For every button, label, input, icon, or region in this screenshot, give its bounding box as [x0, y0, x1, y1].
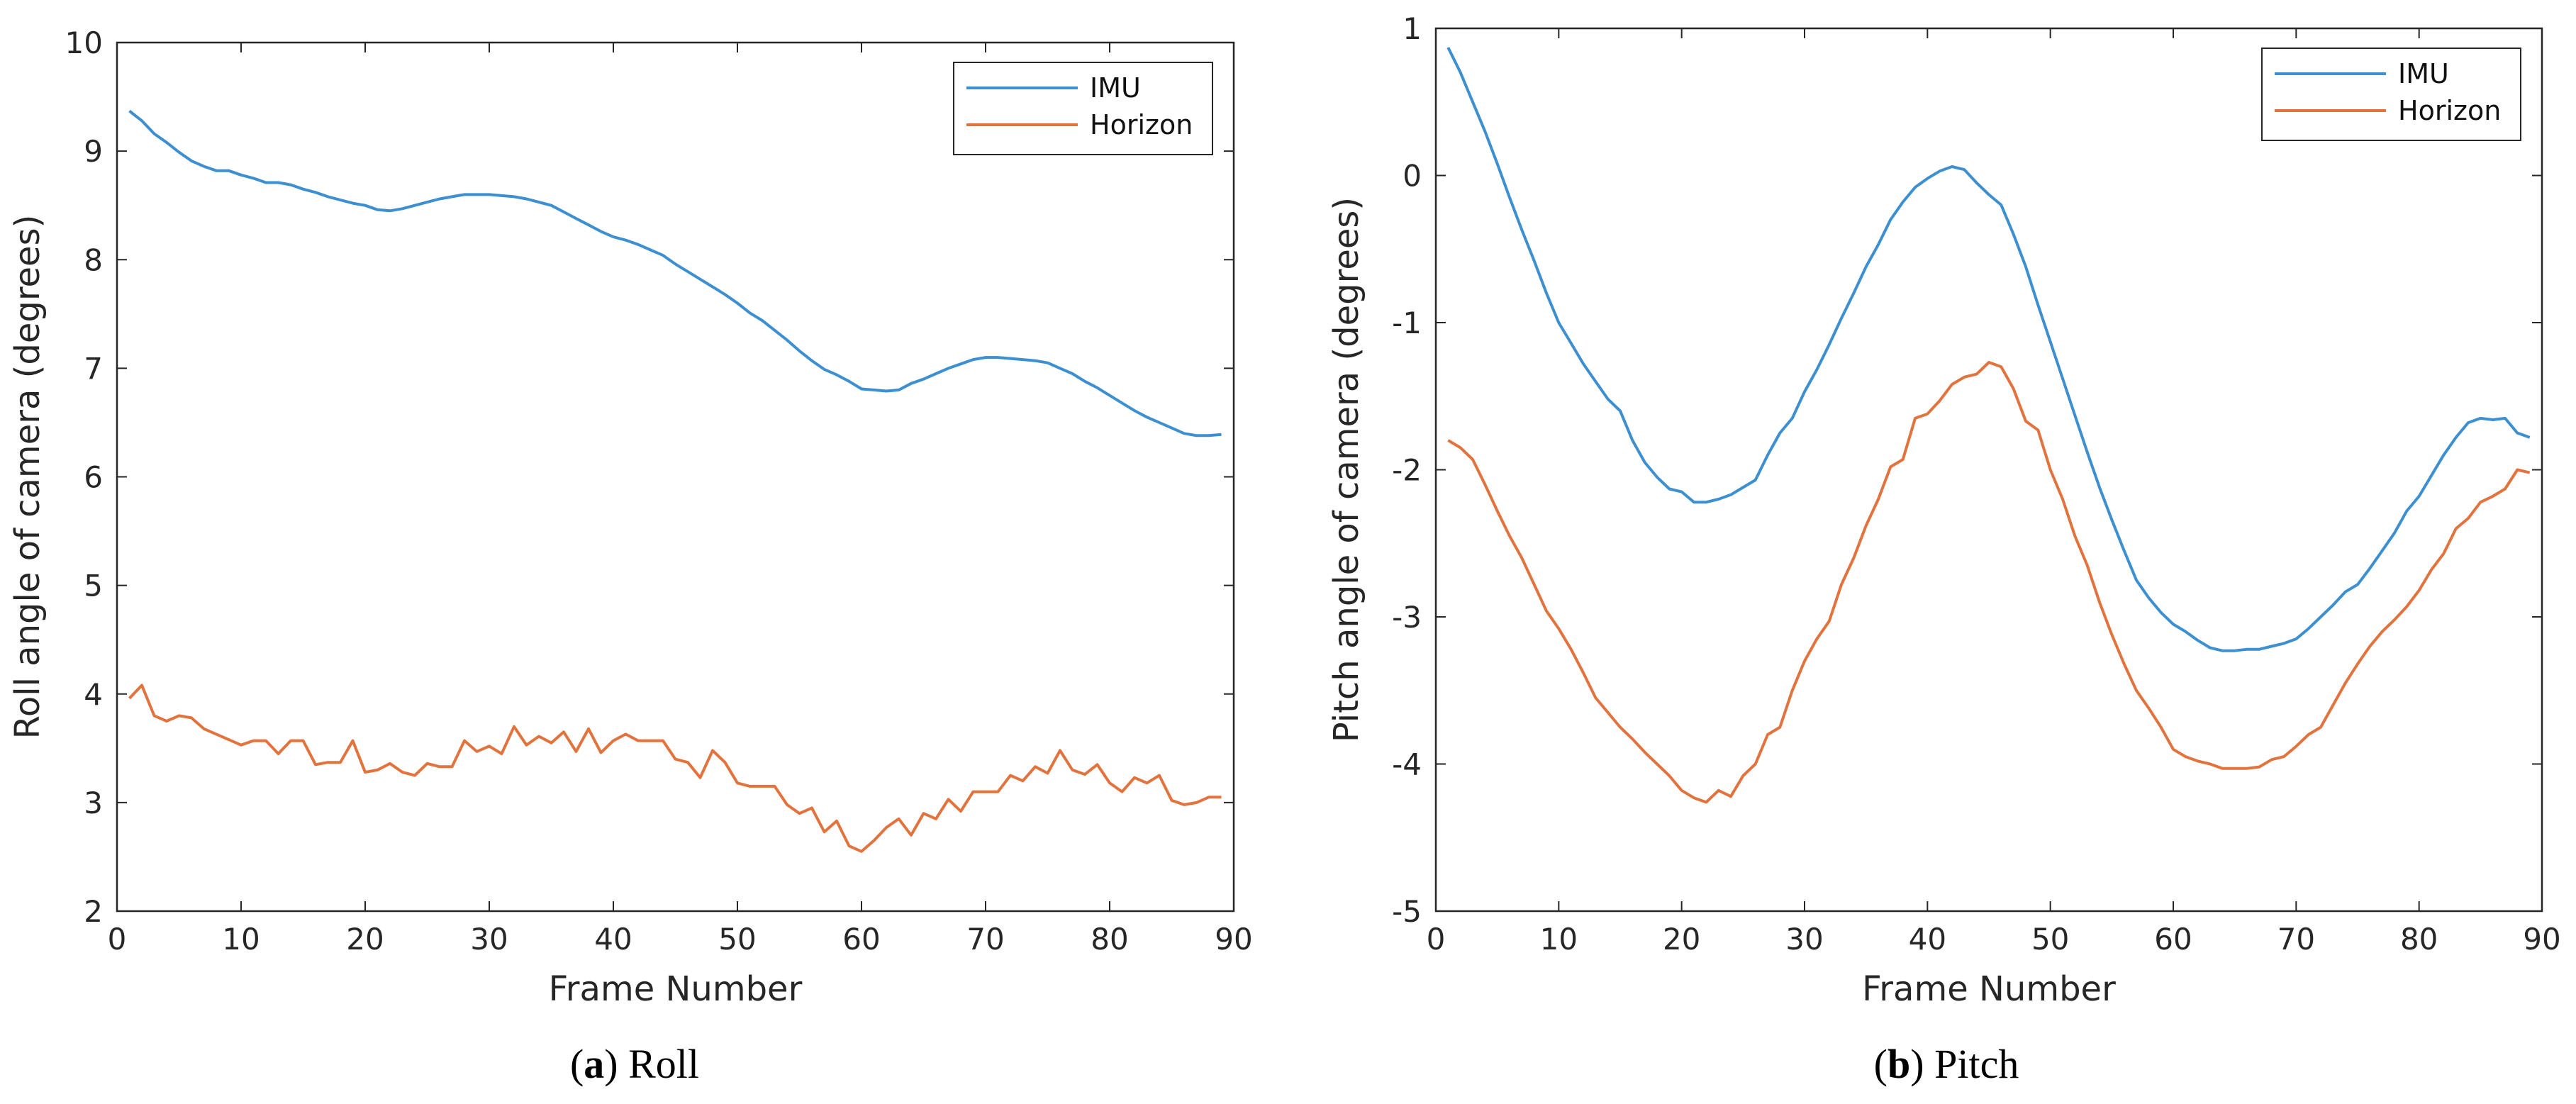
roll-x-tick-label: 10: [222, 922, 260, 957]
roll-series-imu: [128, 109, 1222, 437]
roll-legend-label-horizon: Horizon: [1090, 109, 1193, 140]
pitch-x-tick-label: 60: [2154, 922, 2192, 957]
pitch-y-tick-label: -2: [1392, 453, 1422, 488]
roll-series-horizon: [128, 684, 1222, 853]
pitch-x-tick-label: 90: [2523, 922, 2560, 957]
roll-chart: (a) Roll 0 10 20 30 40 50 60 70 80 90 2 3 4 5 6 7 8 9 10 Fr…: [8, 26, 1253, 1087]
pitch-legend-label-horizon: Horizon: [2398, 95, 2501, 126]
pitch-x-tick-label: 10: [1540, 922, 1578, 957]
pitch-x-tick-label: 80: [2400, 922, 2438, 957]
roll-y-tick-label: 9: [84, 134, 103, 169]
roll-y-tick-label: 6: [84, 460, 103, 495]
roll-y-tick-label: 8: [84, 242, 103, 277]
roll-legend-box: [953, 62, 1213, 155]
pitch-y-tick-label: 0: [1403, 159, 1422, 194]
roll-legend-label-imu: IMU: [1090, 72, 1141, 104]
pitch-x-tick-label: 0: [1427, 922, 1446, 957]
roll-x-tick-label: 50: [718, 922, 756, 957]
roll-y-tick-label: 4: [84, 677, 103, 712]
roll-x-tick-label: 60: [842, 922, 880, 957]
pitch-series-imu: [1446, 47, 2531, 652]
pitch-legend-label-imu: IMU: [2398, 58, 2449, 89]
pitch-axes-box: [1434, 27, 2543, 913]
pitch-chart: (b) Pitch 0 10 20 30 40 50 60 70 80 90 -5 -4 -3 -2 -1 0…: [1327, 11, 2561, 1087]
roll-x-axis-label: Frame Number: [549, 969, 803, 1009]
pitch-x-tick-label: 30: [1785, 922, 1823, 957]
roll-y-tick-label: 7: [84, 351, 103, 386]
pitch-x-tick-label: 50: [2031, 922, 2069, 957]
roll-x-tick-label: 70: [966, 922, 1004, 957]
pitch-y-tick-label: -5: [1392, 894, 1422, 929]
pitch-y-tick-label: -4: [1392, 747, 1422, 782]
roll-y-axis-label: Roll angle of camera (degrees): [8, 215, 48, 740]
roll-caption: (a) Roll: [570, 1041, 699, 1087]
roll-x-tick-label: 30: [470, 922, 508, 957]
pitch-x-axis-label: Frame Number: [1862, 969, 2116, 1009]
pitch-legend: IMU Horizon: [2261, 48, 2521, 141]
roll-legend: IMU Horizon: [953, 62, 1213, 155]
roll-axes-box: [116, 41, 1235, 913]
pitch-y-tick-label: 1: [1403, 11, 1422, 46]
roll-x-tick-label: 80: [1091, 922, 1128, 957]
roll-y-tick-label: 5: [84, 569, 103, 603]
pitch-series-horizon: [1447, 361, 2531, 804]
roll-x-tick-label: 40: [594, 922, 632, 957]
pitch-legend-box: [2261, 48, 2521, 141]
roll-x-tick-label: 20: [346, 922, 384, 957]
pitch-y-axis-label: Pitch angle of camera (degrees): [1327, 197, 1366, 742]
pitch-y-tick-label: -1: [1392, 306, 1422, 340]
pitch-caption: (b) Pitch: [1874, 1041, 2019, 1087]
pitch-y-tick-label: -3: [1392, 600, 1422, 635]
roll-y-tick-label: 2: [84, 894, 103, 929]
roll-x-tick-label: 0: [108, 922, 127, 957]
pitch-x-tick-label: 70: [2277, 922, 2315, 957]
pitch-x-tick-label: 20: [1663, 922, 1700, 957]
roll-y-tick-label: 3: [84, 786, 103, 820]
roll-y-tick-label: 10: [65, 26, 103, 60]
pitch-x-tick-label: 40: [1909, 922, 1946, 957]
roll-plot-area: [117, 43, 1234, 911]
pitch-plot-area: [1436, 28, 2542, 911]
roll-x-tick-label: 90: [1215, 922, 1252, 957]
